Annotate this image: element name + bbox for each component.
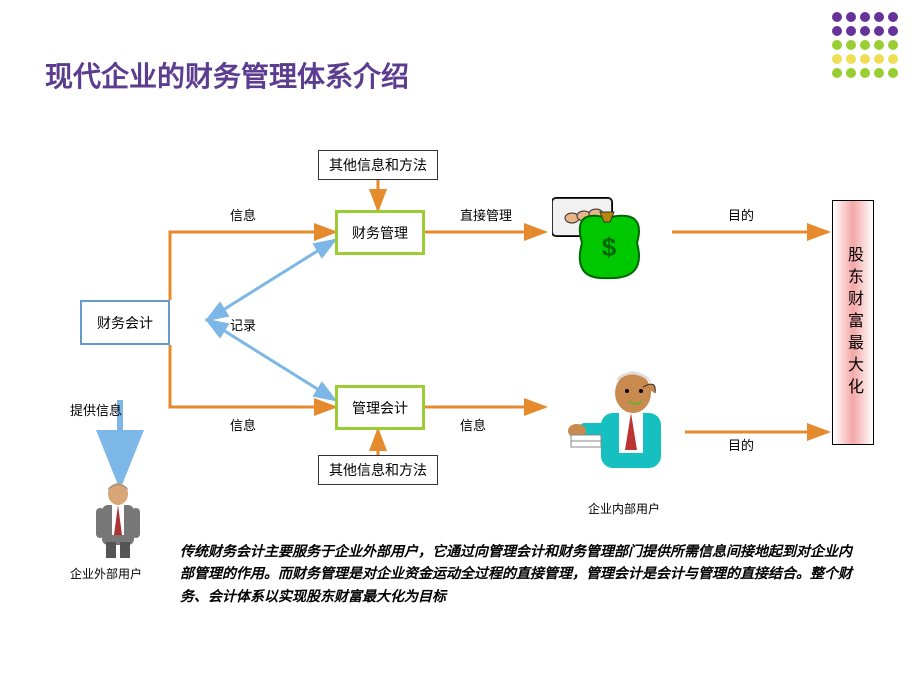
edge-label-info-1: 信息 xyxy=(230,205,256,224)
edge-label-info-3: 信息 xyxy=(460,415,486,434)
node-other-info-top: 其他信息和方法 xyxy=(318,150,438,180)
caption-internal-user: 企业内部用户 xyxy=(588,500,660,517)
edge-label-goal-1: 目的 xyxy=(728,205,754,224)
edge-label-record: 记录 xyxy=(230,315,256,334)
edge-label-provide-info: 提供信息 xyxy=(70,400,122,419)
money-bag-icon: $ xyxy=(552,188,667,289)
body-text: 传统财务会计主要服务于企业外部用户，它通过向管理会计和财务管理部门提供所需信息间… xyxy=(180,540,860,607)
node-other-info-bottom: 其他信息和方法 xyxy=(318,455,438,485)
node-financial-accounting: 财务会计 xyxy=(80,300,170,345)
node-financial-management: 财务管理 xyxy=(335,210,425,255)
edge-label-direct-mgmt: 直接管理 xyxy=(460,205,512,224)
edge-label-info-2: 信息 xyxy=(230,415,256,434)
page-title: 现代企业的财务管理体系介绍 xyxy=(45,55,409,95)
grey-man-icon xyxy=(88,480,148,565)
node-goal: 股东财富最大化 xyxy=(832,200,874,445)
manager-icon xyxy=(565,365,675,490)
caption-external-user: 企业外部用户 xyxy=(70,565,142,582)
svg-text:$: $ xyxy=(602,232,617,262)
dot-grid-icon xyxy=(830,10,910,90)
node-management-accounting: 管理会计 xyxy=(335,385,425,430)
edge-label-goal-2: 目的 xyxy=(728,435,754,454)
